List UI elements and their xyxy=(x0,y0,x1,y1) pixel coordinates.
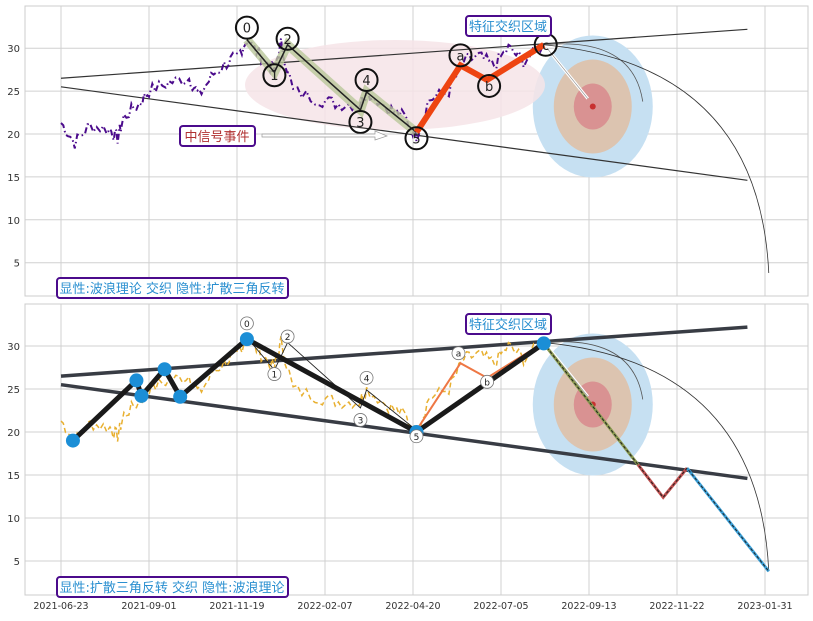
wave-label-a: a xyxy=(456,49,464,64)
y-tick-label: 30 xyxy=(7,342,20,353)
wave-label-1: 1 xyxy=(270,69,278,84)
pattern-dot xyxy=(129,373,144,388)
impulse-wave-line xyxy=(246,337,417,431)
zone-label: 特征交织区域 xyxy=(469,19,547,35)
projection-dash xyxy=(543,343,770,572)
x-tick-label: 2023-01-31 xyxy=(737,601,792,612)
pattern-label: 显性:扩散三角反转 交织 隐性:波浪理论 xyxy=(59,580,284,596)
corrective-wave-line xyxy=(413,42,546,134)
x-tick-label: 2021-11-19 xyxy=(209,601,264,612)
plot-area xyxy=(24,303,809,596)
wave-marker-0 xyxy=(234,15,259,40)
zone-label-box xyxy=(465,15,552,37)
wave-label-2: 2 xyxy=(283,33,291,48)
upper-trendline xyxy=(60,325,748,378)
projection-arc-large xyxy=(543,44,770,274)
wave-label-1: 1 xyxy=(272,371,278,381)
y-tick-label: 30 xyxy=(7,44,20,55)
projection-arc-small xyxy=(543,43,644,102)
wave-marker-5 xyxy=(409,429,424,444)
wave-label-a: a xyxy=(456,350,462,360)
pattern-dot xyxy=(65,433,80,448)
y-tick-label: 5 xyxy=(14,557,20,568)
wave-marker-4 xyxy=(359,370,374,385)
pattern-dot xyxy=(173,389,188,404)
x-tick-label: 2022-07-05 xyxy=(473,601,528,612)
wave-marker-1 xyxy=(262,63,287,88)
wave-label-5: 5 xyxy=(412,132,420,147)
pattern-dot xyxy=(157,362,172,377)
projection-arc-small xyxy=(543,341,644,400)
y-tick-label: 15 xyxy=(7,471,20,482)
upper-trendline xyxy=(60,28,748,79)
y-tick-label: 25 xyxy=(7,87,20,98)
wave-marker-1 xyxy=(267,367,282,381)
wave-marker-2 xyxy=(275,26,300,51)
x-tick-label: 2022-02-07 xyxy=(297,601,352,612)
signal-label: 中信号事件 xyxy=(184,130,249,145)
y-tick-label: 15 xyxy=(7,173,20,184)
wave-label-0: 0 xyxy=(243,22,251,37)
x-tick-label: 2021-09-01 xyxy=(121,601,176,612)
y-tick-label: 20 xyxy=(7,130,20,141)
wave-label-b: b xyxy=(484,378,490,388)
wave-label-b: b xyxy=(485,80,493,95)
wave-label-3: 3 xyxy=(358,416,364,426)
price-line xyxy=(60,336,545,447)
pattern-label-box xyxy=(56,576,289,598)
y-tick-label: 20 xyxy=(7,428,20,439)
wave-label-3: 3 xyxy=(356,116,364,131)
zone-label-box xyxy=(465,313,552,335)
y-tick-label: 5 xyxy=(14,259,20,270)
signal-label-box xyxy=(179,125,256,147)
wave-label-4: 4 xyxy=(362,74,370,89)
impulse-wave-line xyxy=(246,39,417,133)
pattern-dot xyxy=(134,388,149,403)
wave-label-5: 5 xyxy=(414,433,420,443)
wave-marker-3 xyxy=(353,413,368,427)
x-tick-label: 2021-06-23 xyxy=(33,601,88,612)
wave-marker-3 xyxy=(348,109,373,134)
wave-label-4: 4 xyxy=(364,374,370,384)
projection-arc-large xyxy=(543,342,770,572)
wave-label-2: 2 xyxy=(285,333,291,343)
wave-marker-b xyxy=(480,374,495,389)
target-zone-center xyxy=(589,103,596,110)
pattern-label-box xyxy=(56,277,289,299)
wave-label-0: 0 xyxy=(244,320,250,330)
x-tick-label: 2022-11-22 xyxy=(649,601,704,612)
pattern-dot xyxy=(536,336,551,351)
wave-marker-2 xyxy=(280,329,295,344)
signal-arrow xyxy=(261,130,388,141)
y-tick-label: 25 xyxy=(7,385,20,396)
x-tick-label: 2022-04-20 xyxy=(385,601,440,612)
y-tick-label: 10 xyxy=(7,514,20,525)
pattern-dot xyxy=(239,332,254,347)
wave-label-c: c xyxy=(542,39,549,54)
y-tick-label: 10 xyxy=(7,216,20,227)
target-arrow-outline xyxy=(546,47,589,99)
zone-label: 特征交织区域 xyxy=(469,317,547,333)
wave-marker-a xyxy=(448,43,473,68)
wave-marker-4 xyxy=(354,67,379,92)
wave-marker-b xyxy=(477,73,502,98)
wave-marker-a xyxy=(451,346,466,361)
pattern-label: 显性:波浪理论 交织 隐性:扩散三角反转 xyxy=(59,281,284,297)
lower-trendline xyxy=(60,86,748,181)
wave-marker-5 xyxy=(404,126,429,151)
x-tick-label: 2022-09-13 xyxy=(561,601,616,612)
wave-marker-0 xyxy=(239,316,254,331)
